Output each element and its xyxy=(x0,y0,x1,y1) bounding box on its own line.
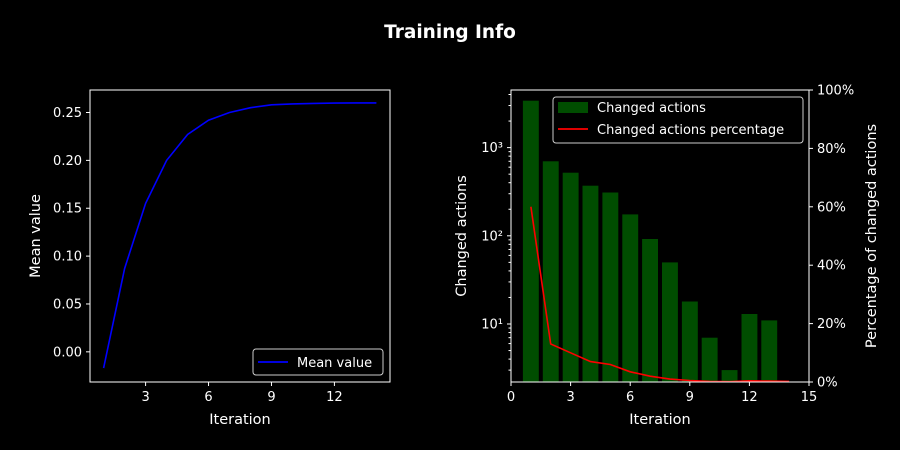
x-tick-label: 3 xyxy=(566,390,574,405)
y-tick-label: 10¹ xyxy=(481,318,503,333)
mean-value-legend-frame xyxy=(252,348,384,376)
y-tick-label: 0.00 xyxy=(53,345,82,360)
mean-value-chart: 3 6 9 12 0.00 0.05 0.10 0.15 0.20 0.25 Iteration… xyxy=(28,89,391,428)
x-tick-label: 6 xyxy=(626,390,634,405)
percentage-tick-label: 60% xyxy=(817,200,846,215)
mean-value-y-axis-label: Mean value xyxy=(28,194,44,278)
mean-value-legend-label: Mean value xyxy=(297,356,372,371)
y-tick-label: 0.15 xyxy=(53,202,82,217)
percentage-y-axis-label: Percentage of changed actions xyxy=(864,124,880,348)
mean-value-y-ticks: 0.00 0.05 0.10 0.15 0.20 0.25 xyxy=(53,106,90,360)
changed-actions-legend-swatch xyxy=(558,102,588,113)
mean-value-axes-frame xyxy=(89,89,391,383)
changed-actions-percentage-line xyxy=(530,206,790,383)
changed-actions-bar xyxy=(642,239,658,382)
x-tick-label: 0 xyxy=(507,390,515,405)
changed-actions-legend: Changed actions Changed actions percenta… xyxy=(552,96,804,144)
percentage-tick-label: 20% xyxy=(817,317,846,332)
y-tick-label: 10² xyxy=(481,229,503,244)
y-tick-label: 10³ xyxy=(481,141,503,156)
changed-actions-legend-label: Changed actions xyxy=(597,101,706,116)
changed-actions-bar xyxy=(701,337,718,382)
y-tick-label: 0.10 xyxy=(53,250,82,265)
mean-value-x-axis-label: Iteration xyxy=(209,412,271,428)
changed-actions-bar xyxy=(681,301,698,382)
changed-actions-bar xyxy=(741,314,758,382)
x-tick-label: 6 xyxy=(204,390,212,405)
mean-value-line xyxy=(102,102,377,369)
percentage-y-ticks: 0% 20% 40% 60% 80% 100% xyxy=(809,84,854,391)
mean-value-plot-area xyxy=(102,102,377,369)
y-tick-label: 0.05 xyxy=(53,297,82,312)
mean-value-x-ticks: 3 6 9 12 xyxy=(141,382,343,405)
percentage-tick-label: 40% xyxy=(817,259,846,274)
changed-actions-bars xyxy=(522,100,778,382)
x-tick-label: 9 xyxy=(686,390,694,405)
y-tick-label: 0.20 xyxy=(53,154,82,169)
changed-actions-bar xyxy=(602,192,619,382)
percentage-tick-label: 100% xyxy=(817,84,854,99)
changed-actions-legend-frame xyxy=(552,96,804,144)
mean-value-legend: Mean value xyxy=(252,348,384,376)
changed-actions-chart: 0 3 6 9 12 15 10¹ 10² 10³ 0% 20% 40% 60% 80% 100% It… xyxy=(454,84,880,429)
x-tick-label: 9 xyxy=(267,390,275,405)
changed-actions-bar xyxy=(582,185,599,382)
changed-actions-bar xyxy=(562,172,579,382)
percentage-legend-label: Changed actions percentage xyxy=(597,123,784,138)
changed-actions-bar xyxy=(761,320,778,382)
changed-actions-y-ticks: 10¹ 10² 10³ xyxy=(481,94,511,371)
y-tick-label: 0.25 xyxy=(53,106,82,121)
x-tick-label: 12 xyxy=(326,390,343,405)
percentage-tick-label: 0% xyxy=(817,376,838,391)
changed-actions-bar xyxy=(721,370,738,382)
x-tick-label: 12 xyxy=(741,390,758,405)
changed-actions-x-axis-label: Iteration xyxy=(629,412,691,428)
changed-actions-bar xyxy=(662,262,678,382)
x-tick-label: 3 xyxy=(141,390,149,405)
changed-actions-bar xyxy=(522,100,539,382)
changed-actions-bar xyxy=(622,214,639,382)
percentage-line xyxy=(530,206,790,383)
x-tick-label: 15 xyxy=(801,390,818,405)
changed-actions-bar xyxy=(542,161,559,382)
percentage-tick-label: 80% xyxy=(817,142,846,157)
changed-actions-y-axis-label: Changed actions xyxy=(454,175,470,297)
changed-actions-x-ticks: 0 3 6 9 12 15 xyxy=(507,382,817,405)
figure-title: Training Info xyxy=(384,22,516,43)
